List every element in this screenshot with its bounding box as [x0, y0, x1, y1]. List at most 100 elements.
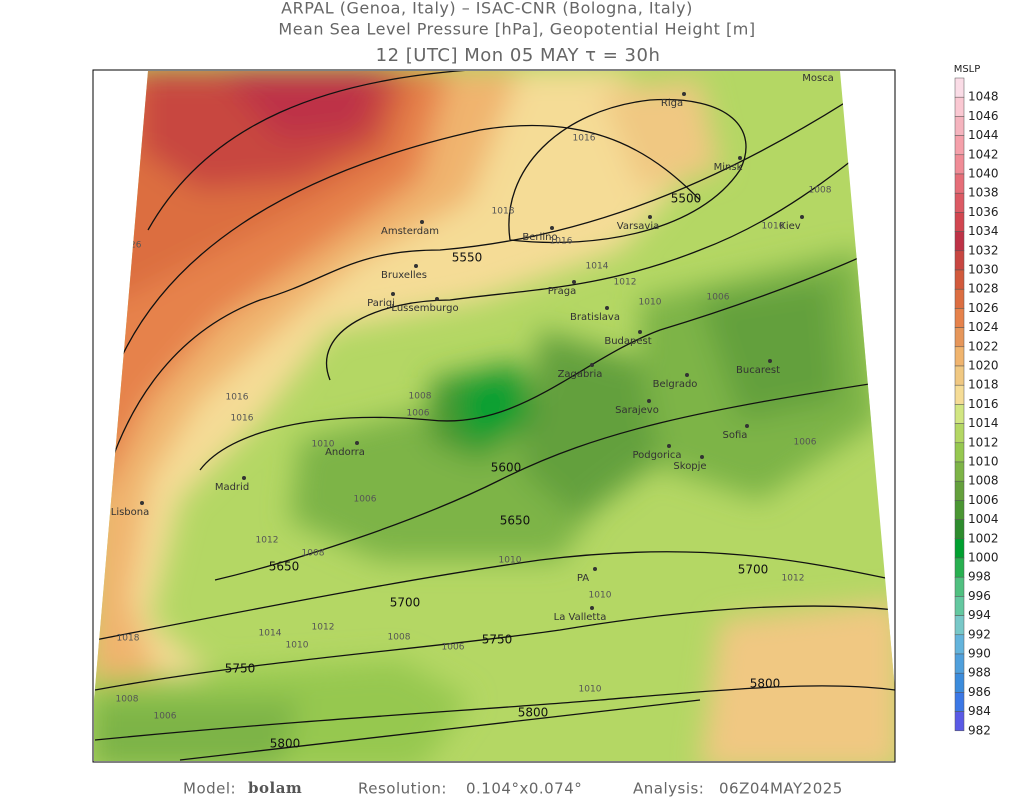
colorbar-swatch [954, 269, 965, 290]
colorbar-swatch [954, 212, 965, 232]
isobar-label: 1010 [589, 591, 612, 601]
geopotential-label: 5600 [491, 461, 522, 475]
colorbar: 1048 1046 1044 1042 1040 1038 1036 1034 1032 1030… [954, 77, 999, 737]
colorbar-swatch [954, 327, 965, 348]
colorbar-swatch [954, 365, 965, 386]
city-dot [682, 92, 686, 96]
isobar-label: 1006 [154, 712, 177, 722]
colorbar-label: 1028 [968, 282, 999, 296]
city-dot [572, 280, 576, 284]
isobar-label: 1008 [409, 392, 432, 402]
colorbar-label: 1022 [968, 339, 999, 353]
city-label: Podgorica [632, 450, 681, 461]
isobar-label: 1014 [586, 262, 609, 272]
isobar-label: 1026 [119, 241, 142, 251]
isobar-label: 1008 [388, 633, 411, 643]
isobar-label: 1010 [499, 556, 522, 566]
city-label: Lisbona [111, 507, 150, 518]
city-dot [140, 501, 144, 505]
colorbar-swatch [954, 77, 965, 98]
city-dot [638, 330, 642, 334]
city-label: Budapest [604, 336, 651, 347]
colorbar-label: 1010 [968, 455, 999, 469]
geopotential-label: 5750 [225, 662, 256, 676]
city-dot [590, 606, 594, 610]
header-line: ARPAL (Genoa, Italy) – ISAC-CNR (Bologna… [281, 0, 693, 18]
city-dot [355, 441, 359, 445]
geopotential-label: 5800 [270, 737, 301, 751]
colorbar-swatch [954, 346, 965, 367]
colorbar-swatch [954, 154, 965, 175]
contour-labels: 5500 5550 5600 5650 5650 5700 5750 5750 5800 5800… [116, 134, 832, 751]
city-label: Andorra [325, 447, 365, 458]
colorbar-title: MSLP [954, 64, 981, 75]
city-dot [242, 476, 246, 480]
isobar-label: 1010 [639, 298, 662, 308]
colorbar-label: 1048 [968, 90, 999, 104]
colorbar-swatch [954, 692, 965, 712]
isobar-label: 1008 [116, 695, 139, 705]
header-line: 12 [UTC] Mon 05 MAY τ = 30h [376, 45, 661, 66]
colorbar-swatch [954, 116, 965, 136]
colorbar-swatch [954, 480, 965, 501]
geopotential-label: 5550 [452, 251, 483, 265]
isobar-label: 1012 [782, 574, 805, 584]
colorbar-label: 984 [968, 704, 991, 718]
city-dot [738, 156, 742, 160]
colorbar-label: 1024 [968, 320, 999, 334]
colorbar-label: 1034 [968, 224, 999, 238]
geopotential-label: 5700 [738, 563, 769, 577]
city-label: Kiev [779, 221, 800, 232]
city-label: Sarajevo [615, 405, 659, 416]
colorbar-swatch [954, 557, 965, 578]
colorbar-swatch [954, 672, 965, 693]
isobar-label: 1008 [302, 549, 325, 559]
isobar-label: 1018 [117, 634, 140, 644]
colorbar-label: 990 [968, 647, 991, 661]
city-label: Varsavia [617, 221, 659, 232]
city-dot [768, 359, 772, 363]
city-label: Bratislava [570, 312, 620, 323]
city-label: Lussemburgo [391, 303, 458, 314]
city-dot [745, 424, 749, 428]
colorbar-swatch [954, 500, 965, 520]
city-label: Madrid [215, 482, 249, 493]
colorbar-label: 1032 [968, 243, 999, 257]
map-frame [92, 69, 896, 763]
isobar-label: 1006 [442, 643, 465, 653]
city-label: Bruxelles [381, 270, 427, 281]
colorbar-swatch [954, 192, 965, 213]
isobar-label: 1008 [809, 186, 832, 196]
colorbar-label: 992 [968, 627, 991, 641]
colorbar-label: 1004 [968, 512, 999, 526]
colorbar-swatch [954, 423, 965, 444]
colorbar-label: 998 [968, 570, 991, 584]
colorbar-swatch [954, 596, 965, 616]
city-label: Mosca [802, 73, 834, 84]
city-dot [593, 567, 597, 571]
colorbar-swatch [954, 461, 965, 482]
colorbar-swatch [954, 173, 965, 194]
map: Mosca Riga Minsk Varsavia Kiev Berlino Amsterd… [94, 71, 895, 761]
colorbar-swatch [954, 96, 965, 117]
geopotential-label: 5700 [390, 596, 421, 610]
colorbar-swatch [954, 634, 965, 655]
colorbar-swatch [954, 250, 965, 271]
city-dot [800, 215, 804, 219]
isobar-label: 1010 [762, 222, 785, 232]
city-dot [550, 226, 554, 230]
city-label: Skopje [673, 461, 706, 472]
city-label: La Valletta [554, 612, 607, 623]
cities: Mosca Riga Minsk Varsavia Kiev Berlino Amsterd… [111, 73, 834, 623]
colorbar-label: 1018 [968, 378, 999, 392]
colorbar-label: 1008 [968, 474, 999, 488]
colorbar-label: 1012 [968, 435, 999, 449]
footer-label: Model: [183, 780, 236, 798]
isobar-label: 1016 [231, 414, 254, 424]
colorbar-swatch [954, 135, 965, 156]
header-line: Mean Sea Level Pressure [hPa], Geopotent… [278, 20, 755, 39]
isobar-label: 1006 [707, 293, 730, 303]
isobar-label: 1010 [312, 440, 335, 450]
geopotential-label: 5650 [269, 560, 300, 574]
